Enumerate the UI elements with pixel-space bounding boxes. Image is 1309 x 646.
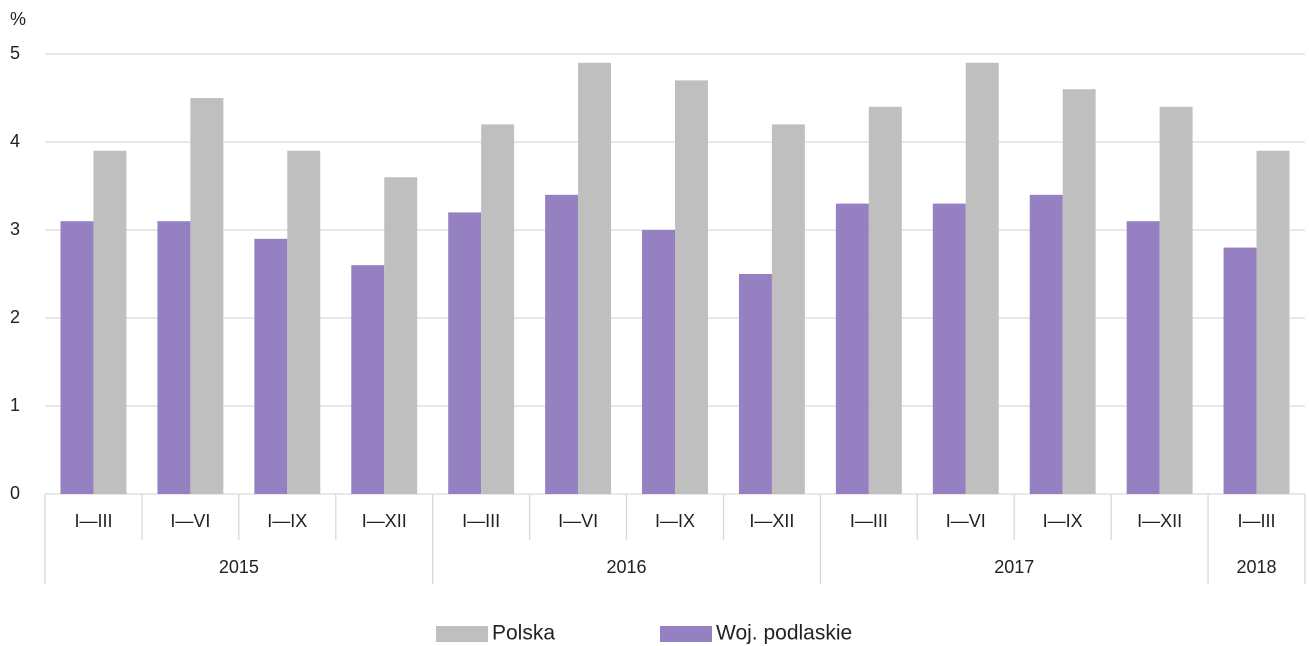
- bar: [675, 80, 708, 495]
- bar: [868, 106, 902, 495]
- group-label: 2015: [219, 557, 259, 577]
- y-tick-label: 3: [10, 219, 20, 239]
- bar: [738, 274, 772, 494]
- bar: [287, 150, 321, 495]
- x-tick-label: I—VI: [558, 511, 598, 531]
- x-tick-label: I—XII: [362, 511, 407, 531]
- x-tick-label: I—IX: [655, 511, 695, 531]
- x-tick-label: I—XII: [1137, 511, 1182, 531]
- bar: [1159, 106, 1193, 495]
- bar: [384, 177, 418, 494]
- x-tick-label: I—III: [462, 511, 500, 531]
- bar: [60, 221, 94, 494]
- group-label: 2018: [1237, 557, 1277, 577]
- y-tick-label: 0: [10, 483, 20, 503]
- legend-swatch: [436, 626, 488, 642]
- x-tick-label: I—III: [850, 511, 888, 531]
- bar: [932, 203, 966, 494]
- x-tick-label: I—IX: [267, 511, 307, 531]
- bar: [254, 238, 288, 494]
- bar: [578, 62, 612, 495]
- y-tick-label: 5: [10, 43, 20, 63]
- bar: [642, 230, 675, 494]
- y-tick-label: 1: [10, 395, 20, 415]
- x-tick-label: I—III: [1238, 511, 1276, 531]
- bar: [835, 203, 869, 494]
- bar: [771, 124, 805, 495]
- x-tick-label: I—III: [74, 511, 112, 531]
- bar: [545, 194, 579, 495]
- x-tick-label: I—VI: [170, 511, 210, 531]
- bar: [1256, 150, 1290, 495]
- legend-label: Woj. podlaskie: [716, 622, 852, 645]
- legend-swatch: [660, 626, 712, 642]
- bar: [448, 212, 482, 494]
- bar: [481, 124, 515, 495]
- bar: [190, 98, 224, 494]
- y-axis-label: %: [10, 9, 26, 29]
- legend-label: Polska: [492, 622, 555, 645]
- y-tick-label: 4: [10, 131, 20, 151]
- bar: [93, 150, 127, 495]
- bar: [965, 62, 999, 495]
- x-tick-label: I—XII: [749, 511, 794, 531]
- bar: [351, 265, 385, 494]
- bar: [1029, 194, 1063, 495]
- y-tick-label: 2: [10, 307, 20, 327]
- bar: [1062, 89, 1096, 494]
- bar: [1126, 221, 1160, 494]
- group-label: 2016: [607, 557, 647, 577]
- bar: [1223, 247, 1257, 494]
- x-tick-label: I—VI: [946, 511, 986, 531]
- group-label: 2017: [994, 557, 1034, 577]
- x-tick-label: I—IX: [1043, 511, 1083, 531]
- bar: [157, 221, 191, 494]
